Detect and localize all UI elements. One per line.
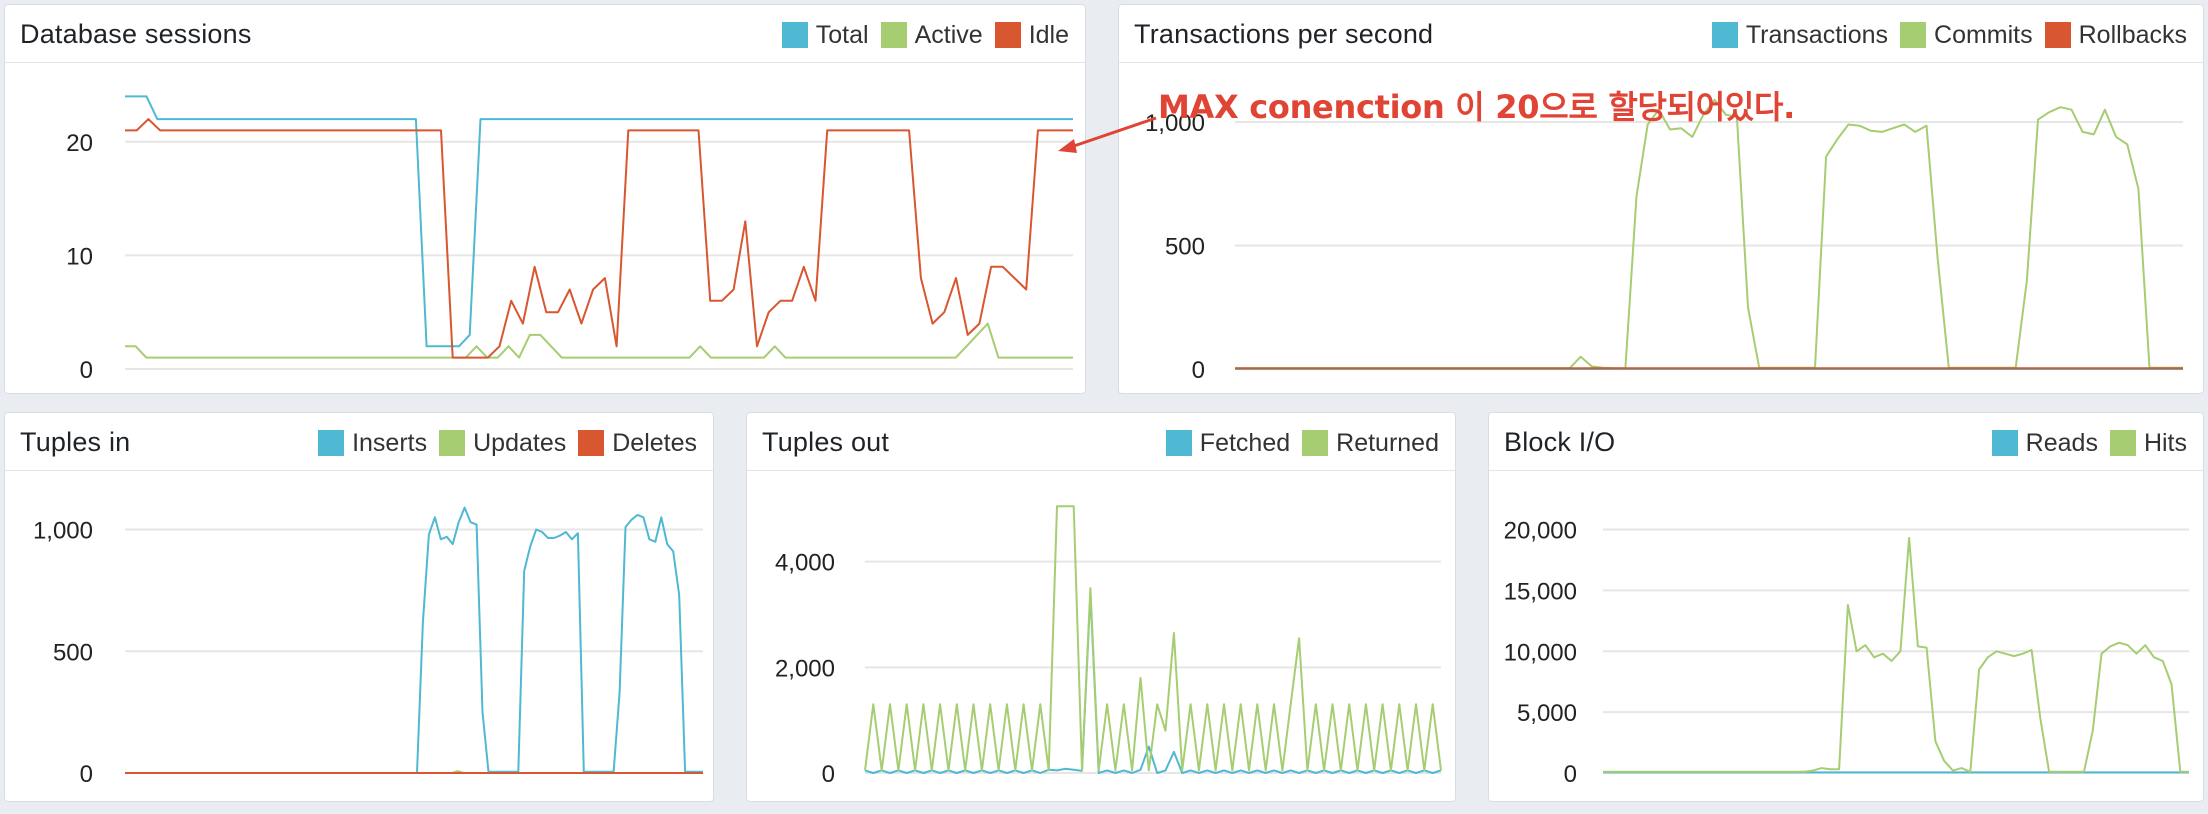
y-tick-label: 500 <box>1165 234 1205 261</box>
series-line-fetched <box>864 592 1442 774</box>
y-tick-label: 4,000 <box>775 550 835 577</box>
legend-swatch <box>439 430 466 456</box>
series-line-total <box>125 95 1073 348</box>
legend-swatch <box>2109 430 2136 456</box>
legend-swatch <box>781 22 808 48</box>
series-line-inserts <box>125 506 703 774</box>
panel-block-io: Block I/O Reads Hits 0 5,000 10,000 15,000 2… <box>1488 412 2204 802</box>
legend-swatch <box>994 22 1021 48</box>
legend-item-returned[interactable]: Returned <box>1302 429 1439 458</box>
y-tick-label: 0 <box>80 357 93 384</box>
legend-item-reads[interactable]: Reads <box>1991 428 2098 458</box>
panel-header: Tuples out Fetched Returned <box>747 413 1455 471</box>
y-tick-label: 20 <box>66 130 93 157</box>
legend-label: Idle <box>1028 20 1069 49</box>
legend-swatch <box>1900 22 1927 48</box>
panel-title: Database sessions <box>20 19 252 49</box>
y-tick-label: 1,000 <box>33 518 93 545</box>
panel-header: Tuples in Inserts Updates Deletes <box>5 413 713 471</box>
legend-swatch <box>318 430 345 456</box>
panel-title: Transactions per second <box>1134 19 1434 49</box>
panel-title: Tuples in <box>20 427 131 457</box>
panel-database-sessions: Database sessions Total Active Idle 0 10 2… <box>4 4 1086 394</box>
legend-label: Updates <box>473 428 567 457</box>
legend-swatch <box>1991 430 2018 456</box>
legend-label: Transactions <box>1745 20 1889 49</box>
legend-label: Rollbacks <box>2078 20 2187 49</box>
panel-header: Block I/O Reads Hits <box>1489 413 2203 471</box>
legend-swatch <box>1302 430 1329 456</box>
legend-swatch <box>2044 22 2071 48</box>
legend-swatch <box>880 22 907 48</box>
series-line-idle <box>125 118 1073 359</box>
legend: Inserts Updates Deletes <box>318 427 697 459</box>
legend-item-total[interactable]: Total <box>781 20 869 50</box>
legend: Total Active Idle <box>781 19 1069 51</box>
legend-item-idle[interactable]: Idle <box>994 20 1069 50</box>
series-line-commits <box>1235 98 2183 370</box>
y-tick-label: 2,000 <box>775 655 835 682</box>
block-io-chart: 0 5,000 10,000 15,000 20,000 <box>1504 518 2189 788</box>
legend-label: Total <box>815 20 869 49</box>
legend-item-updates[interactable]: Updates <box>439 429 566 458</box>
legend-label: Active <box>914 20 983 49</box>
legend-item-rollbacks[interactable]: Rollbacks <box>2044 20 2187 50</box>
legend: Reads Hits <box>1991 427 2187 459</box>
y-tick-label: 10 <box>66 243 93 270</box>
legend-item-deletes[interactable]: Deletes <box>578 429 697 458</box>
y-tick-label: 0 <box>80 761 93 788</box>
sessions-chart: 0 10 20 <box>66 95 1073 384</box>
series-line-active <box>125 322 1073 359</box>
legend-item-hits[interactable]: Hits <box>2109 428 2187 458</box>
panel-transactions-per-second: Transactions per second Transactions Com… <box>1118 4 2204 394</box>
panel-header: Transactions per second Transactions Com… <box>1119 5 2203 63</box>
tuples-in-chart: 0 500 1,000 <box>33 506 703 788</box>
legend-label: Returned <box>1336 428 1439 457</box>
y-tick-label: 0 <box>1564 761 1577 788</box>
panel-tuples-out: Tuples out Fetched Returned 0 2,000 4,000 <box>746 412 1456 802</box>
legend-swatch <box>1165 430 1192 456</box>
panel-header: Database sessions Total Active Idle <box>5 5 1085 63</box>
panel-title: Tuples out <box>762 427 890 457</box>
series-line-hits <box>1603 537 2189 773</box>
legend-item-active[interactable]: Active <box>880 20 983 50</box>
legend-label: Inserts <box>352 428 428 457</box>
y-tick-label: 5,000 <box>1517 700 1577 727</box>
y-tick-label: 15,000 <box>1504 578 1577 605</box>
legend-label: Hits <box>2143 428 2187 457</box>
tuples-out-chart: 0 2,000 4,000 <box>775 505 1442 788</box>
legend-label: Reads <box>2025 428 2098 457</box>
legend-item-inserts[interactable]: Inserts <box>318 429 427 458</box>
legend-item-fetched[interactable]: Fetched <box>1165 428 1291 458</box>
y-tick-label: 0 <box>822 761 835 788</box>
y-tick-label: 500 <box>53 639 93 666</box>
legend-swatch <box>1711 22 1738 48</box>
legend-label: Commits <box>1934 20 2033 49</box>
y-tick-label: 0 <box>1192 357 1205 384</box>
panel-tuples-in: Tuples in Inserts Updates Deletes 0 500 1,… <box>4 412 714 802</box>
legend: Fetched Returned <box>1165 427 1439 459</box>
annotation-text: MAX conenction 이 20으로 할당되어있다. <box>1158 88 1796 126</box>
legend-label: Deletes <box>612 428 697 457</box>
legend: Transactions Commits Rollbacks <box>1711 19 2187 51</box>
legend-item-commits[interactable]: Commits <box>1900 21 2033 50</box>
y-tick-label: 20,000 <box>1504 518 1577 545</box>
series-line-returned <box>864 505 1442 772</box>
legend-label: Fetched <box>1199 428 1291 457</box>
legend-item-transactions[interactable]: Transactions <box>1711 20 1889 50</box>
panel-title: Block I/O <box>1504 427 1616 457</box>
y-tick-label: 10,000 <box>1504 639 1577 666</box>
legend-swatch <box>578 430 605 456</box>
